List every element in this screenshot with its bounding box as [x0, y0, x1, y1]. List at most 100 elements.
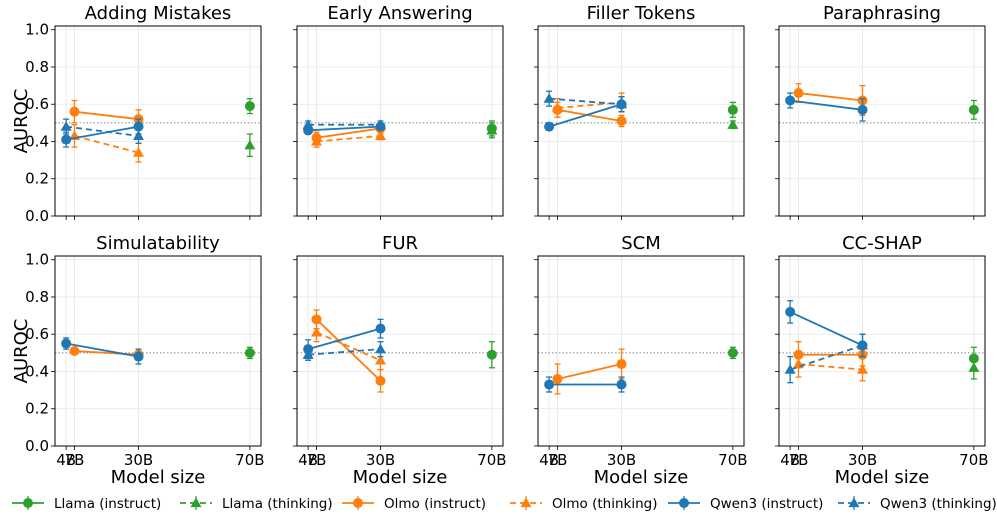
series-line — [307, 327, 381, 351]
data-point — [61, 338, 72, 349]
x-tick-label: 7B — [65, 451, 85, 469]
data-point — [310, 135, 322, 146]
series-qwen-instruct — [785, 92, 868, 122]
data-point — [544, 121, 555, 132]
series-line — [74, 110, 139, 121]
y-tick-label: 0.8 — [25, 288, 49, 306]
data-point — [244, 101, 255, 112]
data-point — [857, 339, 869, 350]
data-point — [486, 349, 497, 360]
data-point — [375, 323, 386, 334]
data-point — [310, 326, 322, 337]
y-tick-label: 0.0 — [25, 207, 49, 225]
x-tick-label: 4B — [780, 451, 800, 469]
y-tick-label: 0.0 — [25, 437, 49, 455]
x-axis-label: Model size — [835, 467, 930, 488]
legend-item-olmo-thinking: Olmo (thinking) — [510, 496, 657, 512]
panel-frame — [537, 255, 745, 447]
data-point — [311, 314, 322, 325]
series-line — [798, 92, 863, 102]
data-point — [60, 121, 72, 131]
series-line — [548, 103, 622, 128]
panel-title: Filler Tokens — [587, 3, 696, 24]
series-line — [790, 99, 863, 111]
series-olmo-instruct — [69, 99, 144, 130]
legend-item-olmo-instruct: Olmo (instruct) — [342, 496, 486, 512]
series-line — [316, 127, 381, 139]
data-point — [69, 346, 80, 356]
data-point — [785, 306, 796, 317]
data-point — [784, 364, 796, 374]
series-line — [316, 331, 381, 362]
legend-marker — [679, 498, 689, 508]
legend-marker — [353, 498, 363, 508]
panel-frame — [778, 255, 986, 447]
series-llama-thinking — [244, 133, 256, 158]
series-qwen-thinking — [302, 341, 387, 361]
legend-item-llama-instruct: Llama (instruct) — [12, 496, 161, 512]
y-tick-label: 0.8 — [25, 58, 49, 76]
y-tick-label: 1.0 — [25, 21, 49, 39]
legend-label: Llama (instruct) — [54, 496, 161, 512]
y-tick-label: 0.2 — [25, 170, 49, 188]
panel-frame — [54, 25, 262, 217]
series-olmo-instruct — [793, 83, 868, 117]
series-line — [316, 135, 381, 143]
data-point — [69, 106, 80, 117]
series-llama-thinking — [727, 119, 739, 130]
x-tick-label: 30B — [848, 451, 877, 469]
series-qwen-thinking — [60, 118, 145, 145]
y-axis-label: AUROC — [11, 89, 32, 154]
panel-frame — [778, 25, 986, 217]
data-point — [302, 349, 314, 359]
data-point — [375, 119, 387, 129]
series-llama-thinking — [968, 355, 980, 380]
x-tick-label: 30B — [366, 451, 395, 469]
data-point — [133, 147, 145, 157]
data-point — [133, 130, 145, 141]
legend-item-qwen-instruct: Qwen3 (instruct) — [668, 496, 823, 512]
y-tick-label: 0.6 — [25, 95, 49, 113]
series-olmo-instruct — [552, 348, 627, 395]
series-llama-instruct — [968, 99, 979, 120]
data-point — [727, 347, 738, 358]
panel-title: FUR — [382, 233, 418, 254]
data-point — [551, 102, 563, 113]
series-qwen-thinking — [302, 119, 387, 130]
data-point — [543, 93, 555, 103]
panel-frame — [537, 25, 745, 217]
series-line — [315, 318, 382, 382]
series-llama-instruct — [727, 346, 738, 360]
x-axis-label: Model size — [111, 467, 206, 488]
series-line — [74, 135, 139, 154]
x-tick-label: 70B — [235, 451, 264, 469]
series-qwen-thinking — [784, 333, 869, 384]
series-llama-instruct — [244, 346, 255, 360]
panel-title: Early Answering — [327, 3, 472, 24]
series-olmo-thinking — [310, 130, 387, 148]
panel-2: Early Answering — [293, 3, 504, 220]
series-line — [798, 363, 863, 371]
data-point — [727, 104, 738, 115]
x-tick-label: 30B — [124, 451, 153, 469]
legend-label: Olmo (thinking) — [552, 496, 657, 512]
series-olmo-thinking — [68, 124, 145, 163]
panel-1: 0.0 0.2 0.4 0.6 0.8 1.0 Adding Mistakes — [25, 3, 262, 225]
data-point — [302, 119, 314, 129]
series-line — [66, 125, 139, 137]
legend-item-qwen-thinking: Qwen3 (thinking) — [838, 496, 997, 512]
panel-frame — [54, 255, 262, 447]
data-point — [133, 351, 144, 362]
legend-label: Olmo (instruct) — [384, 496, 486, 512]
series-qwen-thinking — [543, 90, 628, 113]
x-tick-label: 4B — [298, 451, 318, 469]
y-tick-label: 0.4 — [25, 362, 49, 380]
series-line — [557, 363, 622, 380]
x-axis-label: Model size — [353, 467, 448, 488]
legend-label: Qwen3 (thinking) — [880, 496, 997, 512]
x-tick-label: 7B — [307, 451, 327, 469]
